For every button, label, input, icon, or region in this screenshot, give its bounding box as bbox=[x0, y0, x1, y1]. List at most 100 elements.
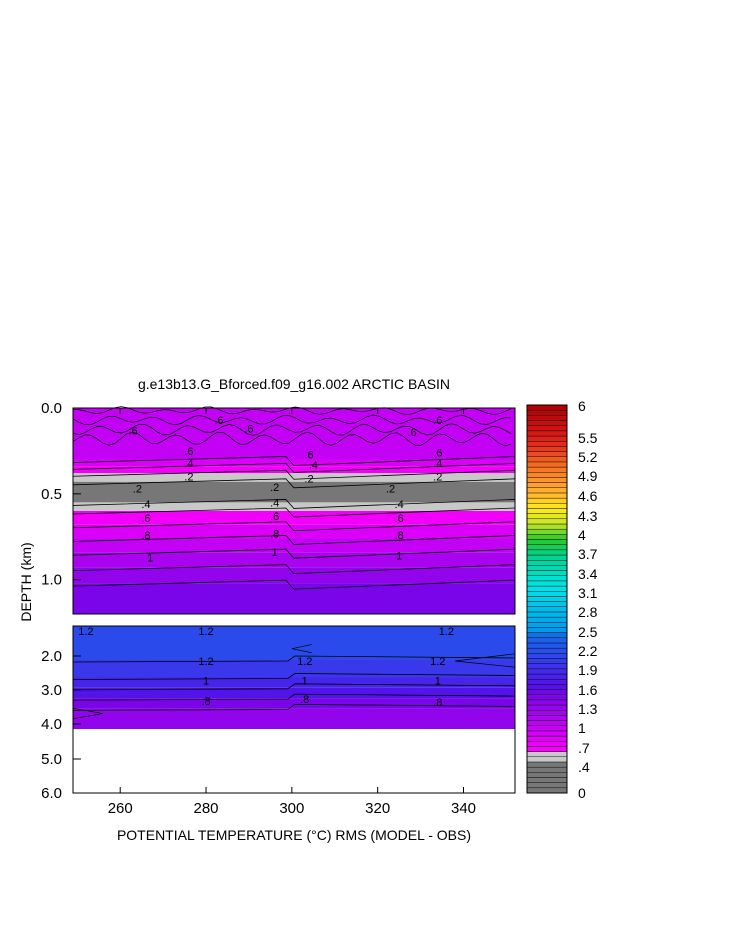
colorbar-swatch bbox=[526, 544, 568, 551]
colorbar-swatch bbox=[526, 678, 568, 685]
colorbar-swatch bbox=[526, 787, 568, 794]
contour-labels: .6.6.6.6.6.6.6.6.4.4.4.2.2.2.2.2.2.4.4.4… bbox=[78, 415, 454, 709]
contour-label: 1.2 bbox=[439, 626, 454, 638]
colorbar-swatch bbox=[526, 487, 568, 494]
contour-line bbox=[72, 693, 516, 701]
contour-label: .2 bbox=[133, 484, 142, 496]
colorbar-tick-label: 4.6 bbox=[578, 488, 598, 504]
contour-label: .2 bbox=[433, 472, 442, 484]
colorbar-tick-label: 2.2 bbox=[578, 643, 598, 659]
contour-band bbox=[73, 481, 515, 503]
colorbar-swatch bbox=[526, 741, 568, 747]
colorbar-swatch bbox=[526, 684, 568, 690]
colorbar-swatch bbox=[526, 642, 568, 649]
contour-label: .4 bbox=[184, 458, 193, 470]
contour-label: 1.2 bbox=[198, 626, 213, 638]
colorbar-swatch bbox=[526, 668, 568, 675]
y-tick-label: 4.0 bbox=[41, 716, 62, 733]
colorbar-swatch bbox=[526, 730, 568, 737]
contour-label: .6 bbox=[433, 448, 442, 460]
contour-line bbox=[72, 708, 104, 720]
lower-panel bbox=[72, 625, 516, 794]
colorbar-swatch bbox=[526, 513, 568, 520]
colorbar-swatch bbox=[526, 523, 568, 530]
colorbar-swatch bbox=[526, 435, 568, 442]
contour-line bbox=[72, 683, 516, 691]
colorbar-swatch bbox=[526, 777, 568, 783]
colorbar-tick-label: 1.9 bbox=[578, 662, 598, 678]
colorbar-swatch bbox=[526, 425, 568, 432]
colorbar-swatch bbox=[526, 622, 568, 628]
contour-label: 1 bbox=[302, 676, 308, 688]
colorbar-tick-label: 3.4 bbox=[578, 566, 598, 582]
colorbar-tick-label: .7 bbox=[578, 740, 590, 756]
contour-line bbox=[72, 564, 516, 575]
contour-line bbox=[72, 548, 516, 559]
colorbar-swatch bbox=[526, 404, 568, 411]
contour-label: .8 bbox=[433, 697, 442, 709]
contour-label: 1 bbox=[396, 551, 402, 563]
contour-label: .6 bbox=[141, 513, 150, 525]
colorbar-swatch bbox=[526, 601, 568, 607]
contour-label: .6 bbox=[407, 427, 416, 439]
contour-line bbox=[454, 653, 516, 668]
colorbar: 6 5.5 5.2 4.9 4.6 4.3 4 3.7 3.4 3.1 2.8 2.5 2.2 1.9 1.… bbox=[526, 398, 598, 801]
colorbar-swatch bbox=[526, 461, 568, 468]
x-tick-label: 320 bbox=[365, 800, 390, 817]
x-tick-label: 280 bbox=[194, 800, 219, 817]
contour-band bbox=[73, 687, 515, 699]
colorbar-swatch bbox=[526, 627, 568, 633]
colorbar-swatch bbox=[526, 456, 568, 463]
colorbar-swatch bbox=[526, 528, 568, 535]
colorbar-tick-label: 5.2 bbox=[578, 449, 598, 465]
contour-label: .6 bbox=[244, 424, 253, 436]
contour-label: .6 bbox=[214, 415, 223, 427]
y-tick-label: 6.0 bbox=[41, 785, 62, 802]
colorbar-swatch bbox=[526, 477, 568, 483]
colorbar-swatch bbox=[526, 616, 568, 623]
colorbar-swatch bbox=[526, 725, 568, 732]
colorbar-tick-label: 6 bbox=[578, 398, 586, 414]
contour-band bbox=[73, 538, 515, 553]
contour-band bbox=[73, 459, 515, 467]
colorbar-swatch bbox=[526, 673, 568, 680]
colorbar-swatch bbox=[526, 451, 568, 457]
contour-label: .2 bbox=[184, 472, 193, 484]
colorbar-tick-label: 3.7 bbox=[578, 546, 598, 562]
colorbar-swatch bbox=[526, 689, 568, 695]
contour-line bbox=[72, 673, 516, 680]
colorbar-swatch bbox=[526, 637, 568, 644]
colorbar-swatch bbox=[526, 658, 568, 664]
contour-line bbox=[72, 414, 512, 426]
colorbar-swatch bbox=[526, 492, 568, 499]
colorbar-swatch bbox=[526, 591, 568, 597]
colorbar-tick-label: 1 bbox=[578, 720, 586, 736]
upper-panel bbox=[72, 406, 516, 615]
contour-label: .6 bbox=[128, 425, 137, 437]
y-axis-label: DEPTH (km) bbox=[18, 542, 34, 621]
colorbar-swatch bbox=[526, 415, 568, 421]
lower-panel-frame bbox=[72, 625, 516, 794]
colorbar-tick-label: .4 bbox=[578, 759, 590, 775]
contour-band bbox=[73, 567, 515, 584]
colorbar-swatch bbox=[526, 441, 568, 447]
contour-label: .2 bbox=[386, 484, 395, 496]
contour-label: .2 bbox=[304, 473, 313, 485]
contour-label: 1.2 bbox=[297, 656, 312, 668]
contour-label: 1.2 bbox=[78, 626, 93, 638]
contour-band bbox=[73, 583, 515, 614]
contour-label: .4 bbox=[309, 460, 318, 472]
colorbar-swatch bbox=[526, 735, 568, 742]
contour-line bbox=[72, 469, 516, 480]
colorbar-swatch bbox=[526, 699, 568, 706]
colorbar-swatch bbox=[526, 704, 568, 711]
colorbar-tick-label: 5.5 bbox=[578, 430, 598, 446]
contour-label: 1 bbox=[203, 676, 209, 688]
contour-line bbox=[72, 703, 516, 711]
contour-label: 1.2 bbox=[198, 656, 213, 668]
y-tick-label: 2.0 bbox=[41, 648, 62, 665]
colorbar-swatch bbox=[526, 746, 568, 752]
colorbar-tick-label: 1.3 bbox=[578, 701, 598, 717]
colorbar-tick-label: 4.3 bbox=[578, 508, 598, 524]
contour-label: 1 bbox=[435, 676, 441, 688]
